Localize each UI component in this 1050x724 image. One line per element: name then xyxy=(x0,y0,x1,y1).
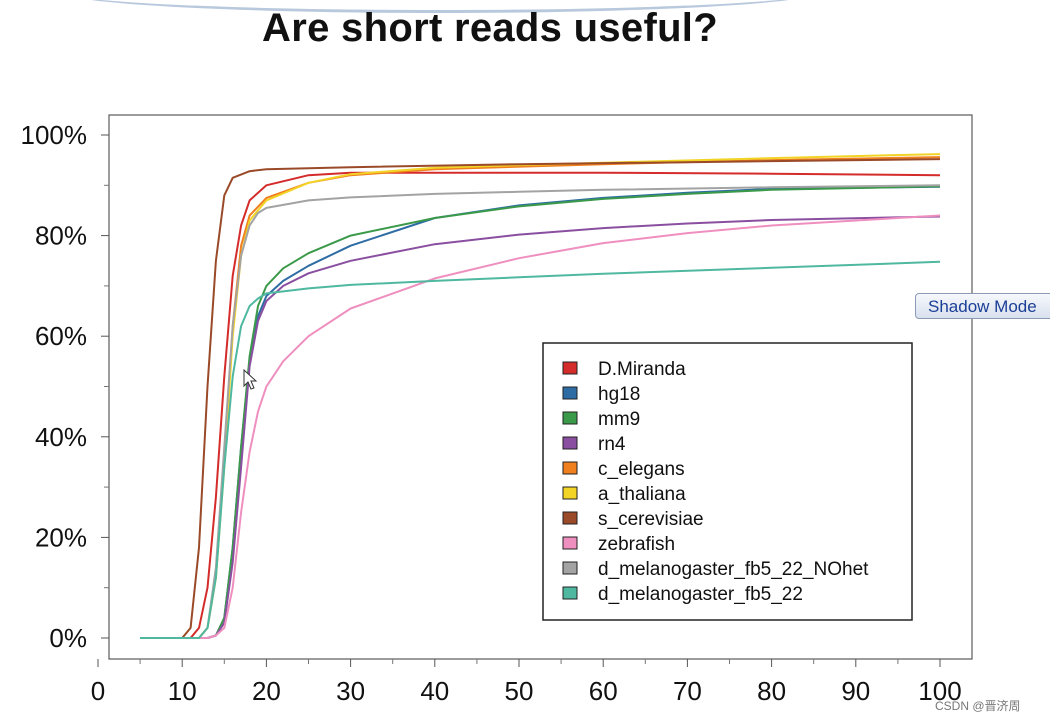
legend-swatch xyxy=(562,586,578,600)
y-tick-label: 60% xyxy=(35,321,87,351)
y-tick-label: 40% xyxy=(35,422,87,452)
legend: D.Miranda hg18 mm9 rn4 c_elegans a_thaliana s_… xyxy=(542,342,913,621)
series-lines xyxy=(140,153,941,639)
legend-label: hg18 xyxy=(598,384,640,405)
legend-label: s_cerevisiae xyxy=(598,509,704,530)
legend-label: d_melanogaster_fb5_22_NOhet xyxy=(598,559,869,580)
x-tick-label: 60 xyxy=(589,676,618,706)
y-tick-label: 20% xyxy=(35,522,87,552)
x-tick-label: 70 xyxy=(673,676,702,706)
legend-swatch xyxy=(562,461,578,475)
x-tick-label: 40 xyxy=(420,676,449,706)
legend-label: a_thaliana xyxy=(598,484,686,505)
legend-swatch xyxy=(562,511,578,525)
x-axis: 0 10 20 30 40 50 60 70 80 90 100 xyxy=(91,659,962,706)
legend-swatch xyxy=(562,561,578,575)
legend-swatch xyxy=(562,411,578,425)
legend-label: d_melanogaster_fb5_22 xyxy=(598,584,803,605)
series-line xyxy=(140,215,941,639)
legend-swatch xyxy=(562,361,578,375)
legend-swatch xyxy=(562,486,578,500)
x-tick-label: 0 xyxy=(91,676,105,706)
watermark: CSDN @晋济周 xyxy=(935,699,1021,713)
mouse-pointer-icon xyxy=(243,369,258,390)
legend-swatch xyxy=(562,436,578,450)
legend-box xyxy=(542,342,913,621)
x-tick-label: 30 xyxy=(336,676,365,706)
decorative-arc xyxy=(60,0,820,13)
series-line xyxy=(140,158,941,639)
x-tick-label: 100 xyxy=(918,676,961,706)
legend-swatch xyxy=(562,386,578,400)
series-line xyxy=(140,185,941,639)
x-tick-label: 90 xyxy=(841,676,870,706)
legend-label: mm9 xyxy=(598,409,640,430)
x-tick-label: 50 xyxy=(505,676,534,706)
series-line xyxy=(140,214,941,639)
legend-label: zebrafish xyxy=(598,534,675,555)
series-line xyxy=(140,184,941,639)
legend-label: D.Miranda xyxy=(598,359,686,380)
x-tick-label: 10 xyxy=(168,676,197,706)
y-tick-label: 100% xyxy=(21,120,88,150)
y-axis: 0% 20% 40% 60% 80% 100% xyxy=(21,120,109,653)
legend-label: rn4 xyxy=(598,434,626,455)
x-tick-label: 20 xyxy=(252,676,281,706)
slide-title: Are short reads useful? xyxy=(262,6,718,50)
shadow-mode-button[interactable]: Shadow Mode xyxy=(915,293,1050,319)
legend-label: c_elegans xyxy=(598,459,685,480)
y-tick-label: 80% xyxy=(35,221,87,251)
series-line xyxy=(140,260,941,639)
series-line xyxy=(140,171,941,639)
legend-swatch xyxy=(562,536,578,550)
y-tick-label: 0% xyxy=(49,623,87,653)
x-tick-label: 80 xyxy=(757,676,786,706)
